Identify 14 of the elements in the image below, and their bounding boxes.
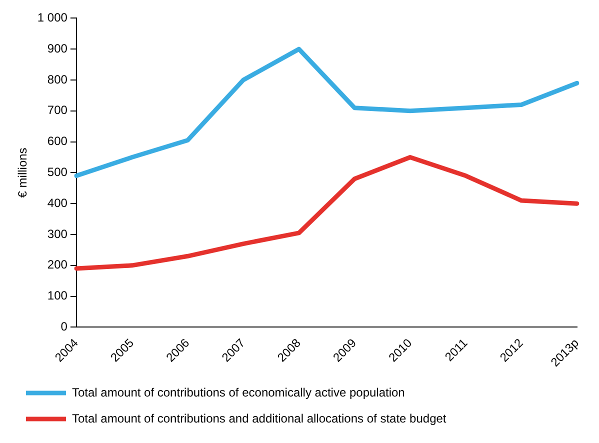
- y-tick-label: 1 000: [37, 10, 68, 25]
- y-tick-label: 400: [47, 196, 68, 210]
- y-tick-label: 600: [47, 134, 68, 148]
- y-tick-label: 300: [47, 226, 68, 241]
- y-tick-label: 200: [47, 258, 68, 272]
- y-tick-label: 700: [47, 103, 68, 118]
- y-axis-title: € millions: [16, 148, 30, 198]
- y-tick-label: 0: [60, 320, 68, 334]
- y-tick-label: 500: [47, 165, 68, 180]
- y-tick-label: 900: [47, 41, 68, 56]
- legend-label: Total amount of contributions of economically active population: [72, 385, 405, 400]
- legend-label: Total amount of contributions and additional allocations of state budget: [72, 411, 447, 426]
- y-tick-label: 100: [47, 288, 68, 303]
- y-tick-label: 800: [47, 72, 68, 86]
